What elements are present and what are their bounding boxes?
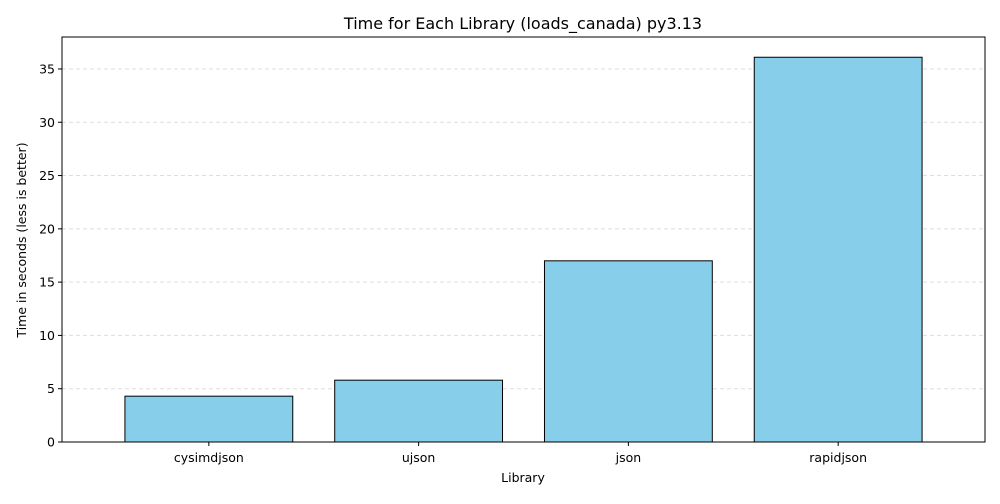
y-tick-label: 10: [39, 328, 55, 343]
x-axis-label: Library: [501, 470, 545, 485]
bar-rapidjson: [753, 56, 923, 443]
y-tick-label: 0: [47, 435, 55, 450]
y-tick-label: 25: [39, 168, 55, 183]
y-tick-label: 30: [39, 115, 55, 130]
bar-ujson: [334, 379, 504, 443]
y-axis-label: Time in seconds (less is better): [14, 142, 29, 338]
x-tick-label: rapidjson: [809, 450, 867, 465]
y-tick-label: 20: [39, 221, 55, 236]
bar-cysimdjson: [124, 395, 294, 443]
y-tick-label: 35: [39, 61, 55, 76]
bars: [124, 56, 923, 443]
chart-title: Time for Each Library (loads_canada) py3…: [343, 14, 702, 34]
bar-json: [543, 260, 713, 443]
x-axis-ticks: cysimdjson ujson json rapidjson: [174, 442, 867, 465]
y-tick-label: 15: [39, 275, 55, 290]
x-tick-label: json: [615, 450, 642, 465]
y-tick-label: 5: [47, 381, 55, 396]
x-tick-label: cysimdjson: [174, 450, 244, 465]
x-tick-label: ujson: [402, 450, 435, 465]
y-axis-ticks: 0 5 10 15 20 25 30 35: [39, 61, 62, 450]
plot-frame: [61, 36, 986, 443]
